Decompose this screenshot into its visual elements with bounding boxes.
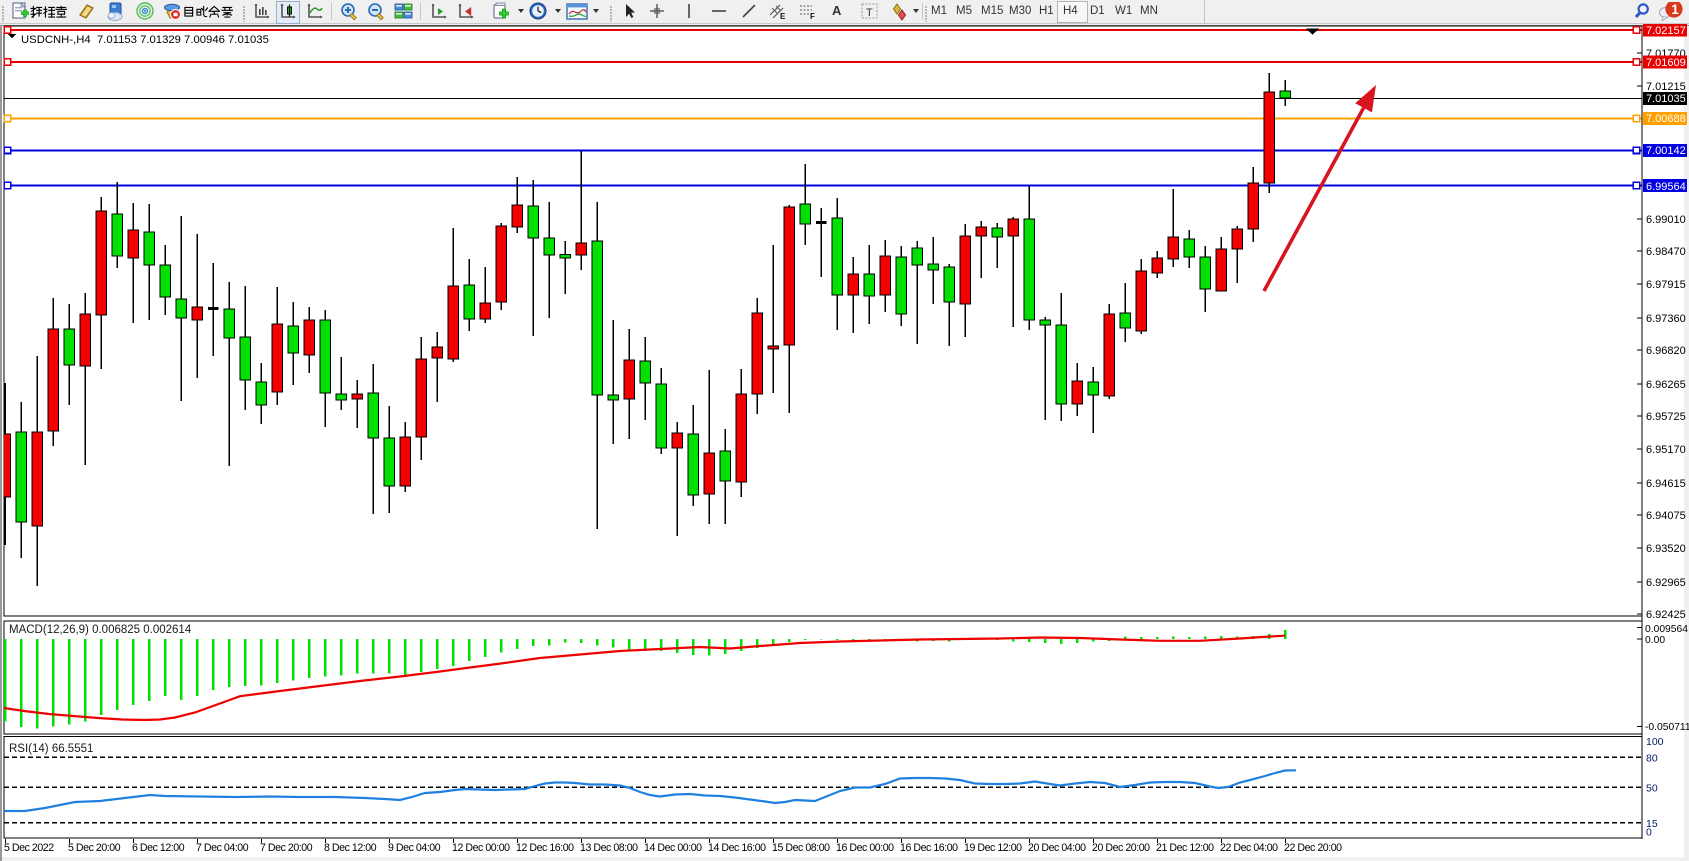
svg-text:6.93520: 6.93520 [1646,543,1686,555]
svg-text:8 Dec 12:00: 8 Dec 12:00 [324,842,377,854]
svg-text:-0.050711: -0.050711 [1645,722,1689,733]
svg-text:6.95725: 6.95725 [1646,411,1686,423]
svg-text:22 Dec 04:00: 22 Dec 04:00 [1220,842,1278,854]
svg-text:6.92965: 6.92965 [1646,577,1686,589]
svg-text:7.00688: 7.00688 [1646,113,1686,125]
svg-text:E: E [780,12,786,21]
svg-text:15 Dec 08:00: 15 Dec 08:00 [772,842,830,854]
svg-text:T: T [866,7,873,19]
svg-text:1: 1 [1671,2,1679,17]
svg-text:6.98470: 6.98470 [1646,246,1686,258]
svg-text:13 Dec 08:00: 13 Dec 08:00 [580,842,638,854]
svg-text:7.01035: 7.01035 [1646,93,1686,105]
svg-text:50: 50 [1646,782,1658,794]
svg-text:14 Dec 16:00: 14 Dec 16:00 [708,842,766,854]
svg-text:19 Dec 12:00: 19 Dec 12:00 [964,842,1022,854]
svg-text:12 Dec 16:00: 12 Dec 16:00 [516,842,574,854]
svg-text:7 Dec 04:00: 7 Dec 04:00 [196,842,249,854]
svg-text:22 Dec 20:00: 22 Dec 20:00 [1284,842,1342,854]
svg-text:16 Dec 16:00: 16 Dec 16:00 [900,842,958,854]
svg-text:6.97915: 6.97915 [1646,279,1686,291]
svg-text:12 Dec 00:00: 12 Dec 00:00 [452,842,510,854]
svg-text:6.95170: 6.95170 [1646,444,1686,456]
svg-text:7.00142: 7.00142 [1646,145,1686,157]
svg-text:80: 80 [1646,752,1658,764]
svg-text:5 Dec 2022: 5 Dec 2022 [4,842,54,854]
svg-text:7.01609: 7.01609 [1646,57,1686,69]
svg-text:USDCNH-,H4 7.01153 7.01329 7.: USDCNH-,H4 7.01153 7.01329 7.00946 7.010… [21,34,269,46]
svg-text:20 Dec 20:00: 20 Dec 20:00 [1092,842,1150,854]
svg-text:RSI(14) 66.5551: RSI(14) 66.5551 [9,743,93,755]
svg-text:6.96265: 6.96265 [1646,379,1686,391]
svg-text:6.99564: 6.99564 [1646,181,1686,193]
svg-text:F: F [810,12,815,21]
svg-text:0: 0 [1646,827,1652,839]
svg-text:14 Dec 00:00: 14 Dec 00:00 [644,842,702,854]
svg-text:6.92425: 6.92425 [1646,609,1686,621]
svg-text:5 Dec 20:00: 5 Dec 20:00 [68,842,121,854]
svg-text:9 Dec 04:00: 9 Dec 04:00 [388,842,441,854]
svg-text:16 Dec 00:00: 16 Dec 00:00 [836,842,894,854]
svg-text:7.01215: 7.01215 [1646,81,1686,93]
svg-text:0.009564: 0.009564 [1645,624,1688,635]
svg-text:6.97360: 6.97360 [1646,313,1686,325]
svg-text:6.94075: 6.94075 [1646,510,1686,522]
svg-text:6 Dec 12:00: 6 Dec 12:00 [132,842,185,854]
svg-text:6.99010: 6.99010 [1646,214,1686,226]
svg-text:7.02157: 7.02157 [1646,25,1686,37]
svg-text:6.96820: 6.96820 [1646,345,1686,357]
svg-text:21 Dec 12:00: 21 Dec 12:00 [1156,842,1214,854]
svg-text:0.00: 0.00 [1645,635,1665,646]
svg-text:MACD(12,26,9) 0.006825 0.00261: MACD(12,26,9) 0.006825 0.002614 [9,624,192,636]
svg-text:15: 15 [1646,818,1658,830]
svg-text:20 Dec 04:00: 20 Dec 04:00 [1028,842,1086,854]
svg-text:100: 100 [1646,736,1664,748]
svg-text:7 Dec 20:00: 7 Dec 20:00 [260,842,313,854]
svg-text:6.94615: 6.94615 [1646,478,1686,490]
